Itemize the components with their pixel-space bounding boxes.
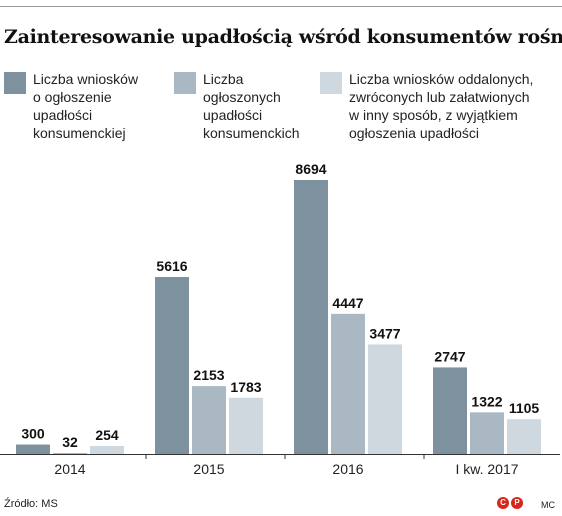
legend-line: Liczba xyxy=(203,71,244,87)
bar-value-label: 2747 xyxy=(434,348,465,364)
publisher-logo: C P xyxy=(497,497,523,509)
legend-item-dismissed: Liczba wniosków oddalonych, zwróconych l… xyxy=(320,70,533,142)
legend-line: w inny sposób, z wyjątkiem xyxy=(349,107,518,123)
legend-swatch-applications xyxy=(4,72,26,94)
bar-1-3 xyxy=(433,367,467,454)
legend: Liczba wniosków o ogłoszenie upadłości k… xyxy=(0,70,562,150)
legend-line: Liczba wniosków xyxy=(33,71,139,87)
bar-2-1 xyxy=(192,386,226,454)
bar-3-2 xyxy=(368,344,402,454)
bar-1-2 xyxy=(294,180,328,454)
legend-swatch-dismissed xyxy=(320,72,342,94)
author-initials: MC xyxy=(541,500,555,510)
bar-3-3 xyxy=(507,419,541,454)
bar-3-0 xyxy=(90,445,124,454)
legend-line: o ogłoszenie xyxy=(33,89,112,105)
legend-item-applications: Liczba wniosków o ogłoszenie upadłości k… xyxy=(4,70,138,142)
x-tick-label: 2014 xyxy=(54,461,85,477)
logo-letter: P xyxy=(511,497,523,509)
legend-line: Liczba wniosków oddalonych, xyxy=(349,71,534,87)
top-rule xyxy=(0,6,562,7)
legend-swatch-declared xyxy=(174,72,196,94)
bar-1-1 xyxy=(155,277,189,454)
bar-value-label: 300 xyxy=(21,426,45,442)
legend-item-declared: Liczba ogłoszonych upadłości konsumencki… xyxy=(174,70,300,142)
legend-line: upadłości xyxy=(33,107,93,123)
chart-title: Zainteresowanie upadłością wśród konsume… xyxy=(4,26,562,48)
bar-1-0 xyxy=(16,444,50,454)
bar-value-label: 32 xyxy=(62,434,78,450)
legend-line: zwróconych lub załatwionych xyxy=(349,89,530,105)
logo-letter: C xyxy=(497,497,509,509)
legend-line: konsumenckich xyxy=(203,125,300,141)
bar-value-label: 5616 xyxy=(156,258,187,274)
legend-line: upadłości xyxy=(203,107,263,123)
x-tick-label: 2016 xyxy=(332,461,363,477)
legend-line: konsumenckiej xyxy=(33,125,126,141)
bar-2-0 xyxy=(53,452,87,454)
legend-line: ogłoszenia upadłości xyxy=(349,125,479,141)
bar-value-label: 3477 xyxy=(369,325,400,341)
legend-line: ogłoszonych xyxy=(203,89,281,105)
bar-value-label: 4447 xyxy=(332,295,363,311)
legend-label-applications: Liczba wniosków o ogłoszenie upadłości k… xyxy=(33,70,138,142)
bar-value-label: 1783 xyxy=(230,379,261,395)
x-tick-label: I kw. 2017 xyxy=(455,461,518,477)
bar-value-label: 254 xyxy=(95,427,119,443)
bar-value-label: 1322 xyxy=(471,393,502,409)
x-tick-label: 2015 xyxy=(193,461,224,477)
source-note: Źródło: MS xyxy=(4,498,58,510)
bar-3-1 xyxy=(229,397,263,454)
bar-value-label: 8694 xyxy=(295,161,326,177)
legend-label-declared: Liczba ogłoszonych upadłości konsumencki… xyxy=(203,70,300,142)
bar-value-label: 1105 xyxy=(509,400,540,416)
bar-value-label: 2153 xyxy=(193,367,224,383)
legend-label-dismissed: Liczba wniosków oddalonych, zwróconych l… xyxy=(349,70,533,142)
bar-2-2 xyxy=(331,313,365,454)
bar-2-3 xyxy=(470,412,504,454)
